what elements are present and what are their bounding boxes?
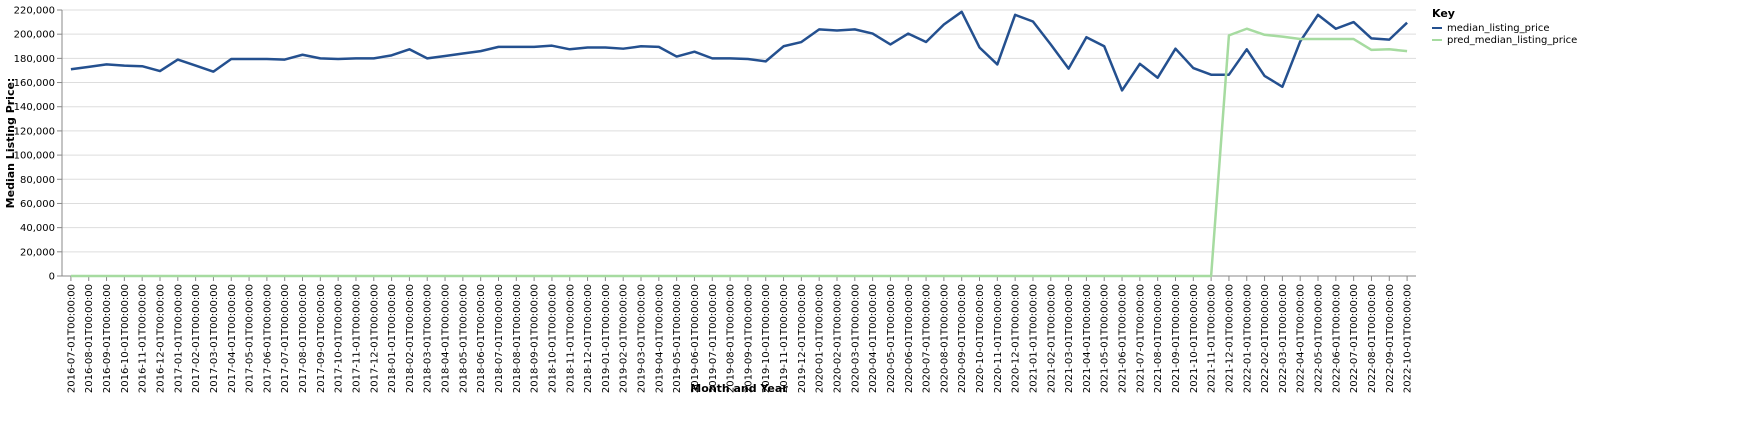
legend-title: Key: [1432, 7, 1455, 20]
y-tick-label: 220,000: [14, 6, 55, 17]
x-tick-label: 2021-03-01T00:00:00: [1064, 284, 1075, 393]
x-tick-label: 2019-11-01T00:00:00: [779, 284, 790, 393]
x-tick-label: 2022-06-01T00:00:00: [1331, 284, 1342, 393]
x-tick-label: 2017-07-01T00:00:00: [280, 284, 291, 393]
x-tick-label: 2020-07-01T00:00:00: [922, 284, 933, 393]
x-tick-label: 2019-02-01T00:00:00: [619, 284, 630, 393]
x-tick-label: 2017-08-01T00:00:00: [298, 284, 309, 393]
x-tick-label: 2018-12-01T00:00:00: [583, 284, 594, 393]
x-tick-label: 2022-10-01T00:00:00: [1403, 284, 1414, 393]
x-tick-label: 2021-05-01T00:00:00: [1100, 284, 1111, 393]
x-tick-label: 2016-11-01T00:00:00: [138, 284, 149, 393]
x-tick-label: 2017-06-01T00:00:00: [262, 284, 273, 393]
x-tick-label: 2020-05-01T00:00:00: [886, 284, 897, 393]
x-tick-label: 2021-06-01T00:00:00: [1118, 284, 1129, 393]
x-tick-label: 2022-01-01T00:00:00: [1242, 284, 1253, 393]
x-tick-label: 2021-01-01T00:00:00: [1028, 284, 1039, 393]
x-tick-label: 2016-09-01T00:00:00: [102, 284, 113, 393]
y-tick-label: 40,000: [20, 223, 55, 234]
x-tick-label: 2022-03-01T00:00:00: [1278, 284, 1289, 393]
y-tick-label: 200,000: [14, 30, 55, 41]
line: [70, 10, 1408, 92]
x-tick-label: 2019-07-01T00:00:00: [708, 284, 719, 393]
x-tick-label: 2022-08-01T00:00:00: [1367, 284, 1378, 393]
x-tick-label: 2019-09-01T00:00:00: [743, 284, 754, 393]
x-tick-label: 2019-08-01T00:00:00: [726, 284, 737, 393]
x-tick-label: 2021-11-01T00:00:00: [1207, 284, 1218, 393]
x-tick-label: 2018-05-01T00:00:00: [458, 284, 469, 393]
y-tick-label: 0: [49, 272, 55, 283]
x-tick-label: 2018-07-01T00:00:00: [494, 284, 505, 393]
x-tick-label: 2019-12-01T00:00:00: [797, 284, 808, 393]
x-tick-label: 2017-12-01T00:00:00: [369, 284, 380, 393]
x-tick-label: 2020-11-01T00:00:00: [993, 284, 1004, 393]
legend-label: pred_median_listing_price: [1447, 35, 1577, 46]
x-tick-label: 2018-04-01T00:00:00: [441, 284, 452, 393]
x-tick-label: 2019-05-01T00:00:00: [672, 284, 683, 393]
x-tick-label: 2020-03-01T00:00:00: [850, 284, 861, 393]
y-tick-label: 160,000: [14, 78, 55, 89]
x-tick-label: 2018-06-01T00:00:00: [476, 284, 487, 393]
x-tick-label: 2021-09-01T00:00:00: [1171, 284, 1182, 393]
x-tick-label: 2022-09-01T00:00:00: [1385, 284, 1396, 393]
x-tick-label: 2022-07-01T00:00:00: [1349, 284, 1360, 393]
y-tick-label: 80,000: [20, 175, 55, 186]
x-tick-label: 2018-08-01T00:00:00: [512, 284, 523, 393]
x-tick-label: 2018-11-01T00:00:00: [565, 284, 576, 393]
y-tick-label: 20,000: [20, 247, 55, 258]
x-tick-label: 2021-12-01T00:00:00: [1224, 284, 1235, 393]
x-tick-label: 2017-03-01T00:00:00: [209, 284, 220, 393]
x-tick-label: 2020-06-01T00:00:00: [904, 284, 915, 393]
x-tick-label: 2017-09-01T00:00:00: [316, 284, 327, 393]
x-tick-label: 2019-04-01T00:00:00: [654, 284, 665, 393]
y-tick-label: 140,000: [14, 102, 55, 113]
x-tick-label: 2020-09-01T00:00:00: [957, 284, 968, 393]
legend-label: median_listing_price: [1447, 23, 1550, 34]
y-tick-label: 100,000: [14, 151, 55, 162]
x-tick-label: 2017-10-01T00:00:00: [334, 284, 345, 393]
x-tick-label: 2017-02-01T00:00:00: [191, 284, 202, 393]
x-tick-label: 2019-03-01T00:00:00: [637, 284, 648, 393]
x-tick-label: 2017-04-01T00:00:00: [227, 284, 238, 393]
x-tick-label: 2022-05-01T00:00:00: [1314, 284, 1325, 393]
x-tick-label: 2016-07-01T00:00:00: [66, 284, 77, 393]
y-tick-label: 120,000: [14, 126, 55, 137]
x-tick-label: 2016-10-01T00:00:00: [120, 284, 131, 393]
x-tick-label: 2022-04-01T00:00:00: [1296, 284, 1307, 393]
x-tick-label: 2020-04-01T00:00:00: [868, 284, 879, 393]
x-tick-label: 2018-01-01T00:00:00: [387, 284, 398, 393]
x-tick-label: 2018-03-01T00:00:00: [423, 284, 434, 393]
y-tick-label: 180,000: [14, 54, 55, 65]
x-tick-label: 2021-04-01T00:00:00: [1082, 284, 1093, 393]
x-tick-label: 2021-08-01T00:00:00: [1153, 284, 1164, 393]
x-tick-label: 2017-01-01T00:00:00: [173, 284, 184, 393]
x-axis-title: Month and Year: [690, 382, 788, 395]
x-tick-label: 2020-10-01T00:00:00: [975, 284, 986, 393]
x-tick-label: 2018-10-01T00:00:00: [547, 284, 558, 393]
x-tick-label: 2020-08-01T00:00:00: [939, 284, 950, 393]
x-tick-label: 2016-12-01T00:00:00: [155, 284, 166, 393]
x-tick-label: 2019-10-01T00:00:00: [761, 284, 772, 393]
x-tick-label: 2018-09-01T00:00:00: [530, 284, 541, 393]
x-tick-label: 2019-06-01T00:00:00: [690, 284, 701, 393]
x-tick-label: 2017-11-01T00:00:00: [351, 284, 362, 393]
x-tick-label: 2020-01-01T00:00:00: [815, 284, 826, 393]
x-tick-label: 2018-02-01T00:00:00: [405, 284, 416, 393]
x-tick-label: 2021-07-01T00:00:00: [1135, 284, 1146, 393]
y-tick-label: 60,000: [20, 199, 55, 210]
x-tick-label: 2016-08-01T00:00:00: [84, 284, 95, 393]
x-tick-label: 2022-02-01T00:00:00: [1260, 284, 1271, 393]
y-axis-title: Median Listing Price:: [4, 78, 17, 209]
x-tick-label: 2019-01-01T00:00:00: [601, 284, 612, 393]
line: [70, 27, 1408, 278]
x-tick-label: 2020-12-01T00:00:00: [1011, 284, 1022, 393]
x-tick-label: 2021-10-01T00:00:00: [1189, 284, 1200, 393]
x-tick-label: 2020-02-01T00:00:00: [832, 284, 843, 393]
x-tick-label: 2017-05-01T00:00:00: [245, 284, 256, 393]
x-tick-label: 2021-02-01T00:00:00: [1046, 284, 1057, 393]
